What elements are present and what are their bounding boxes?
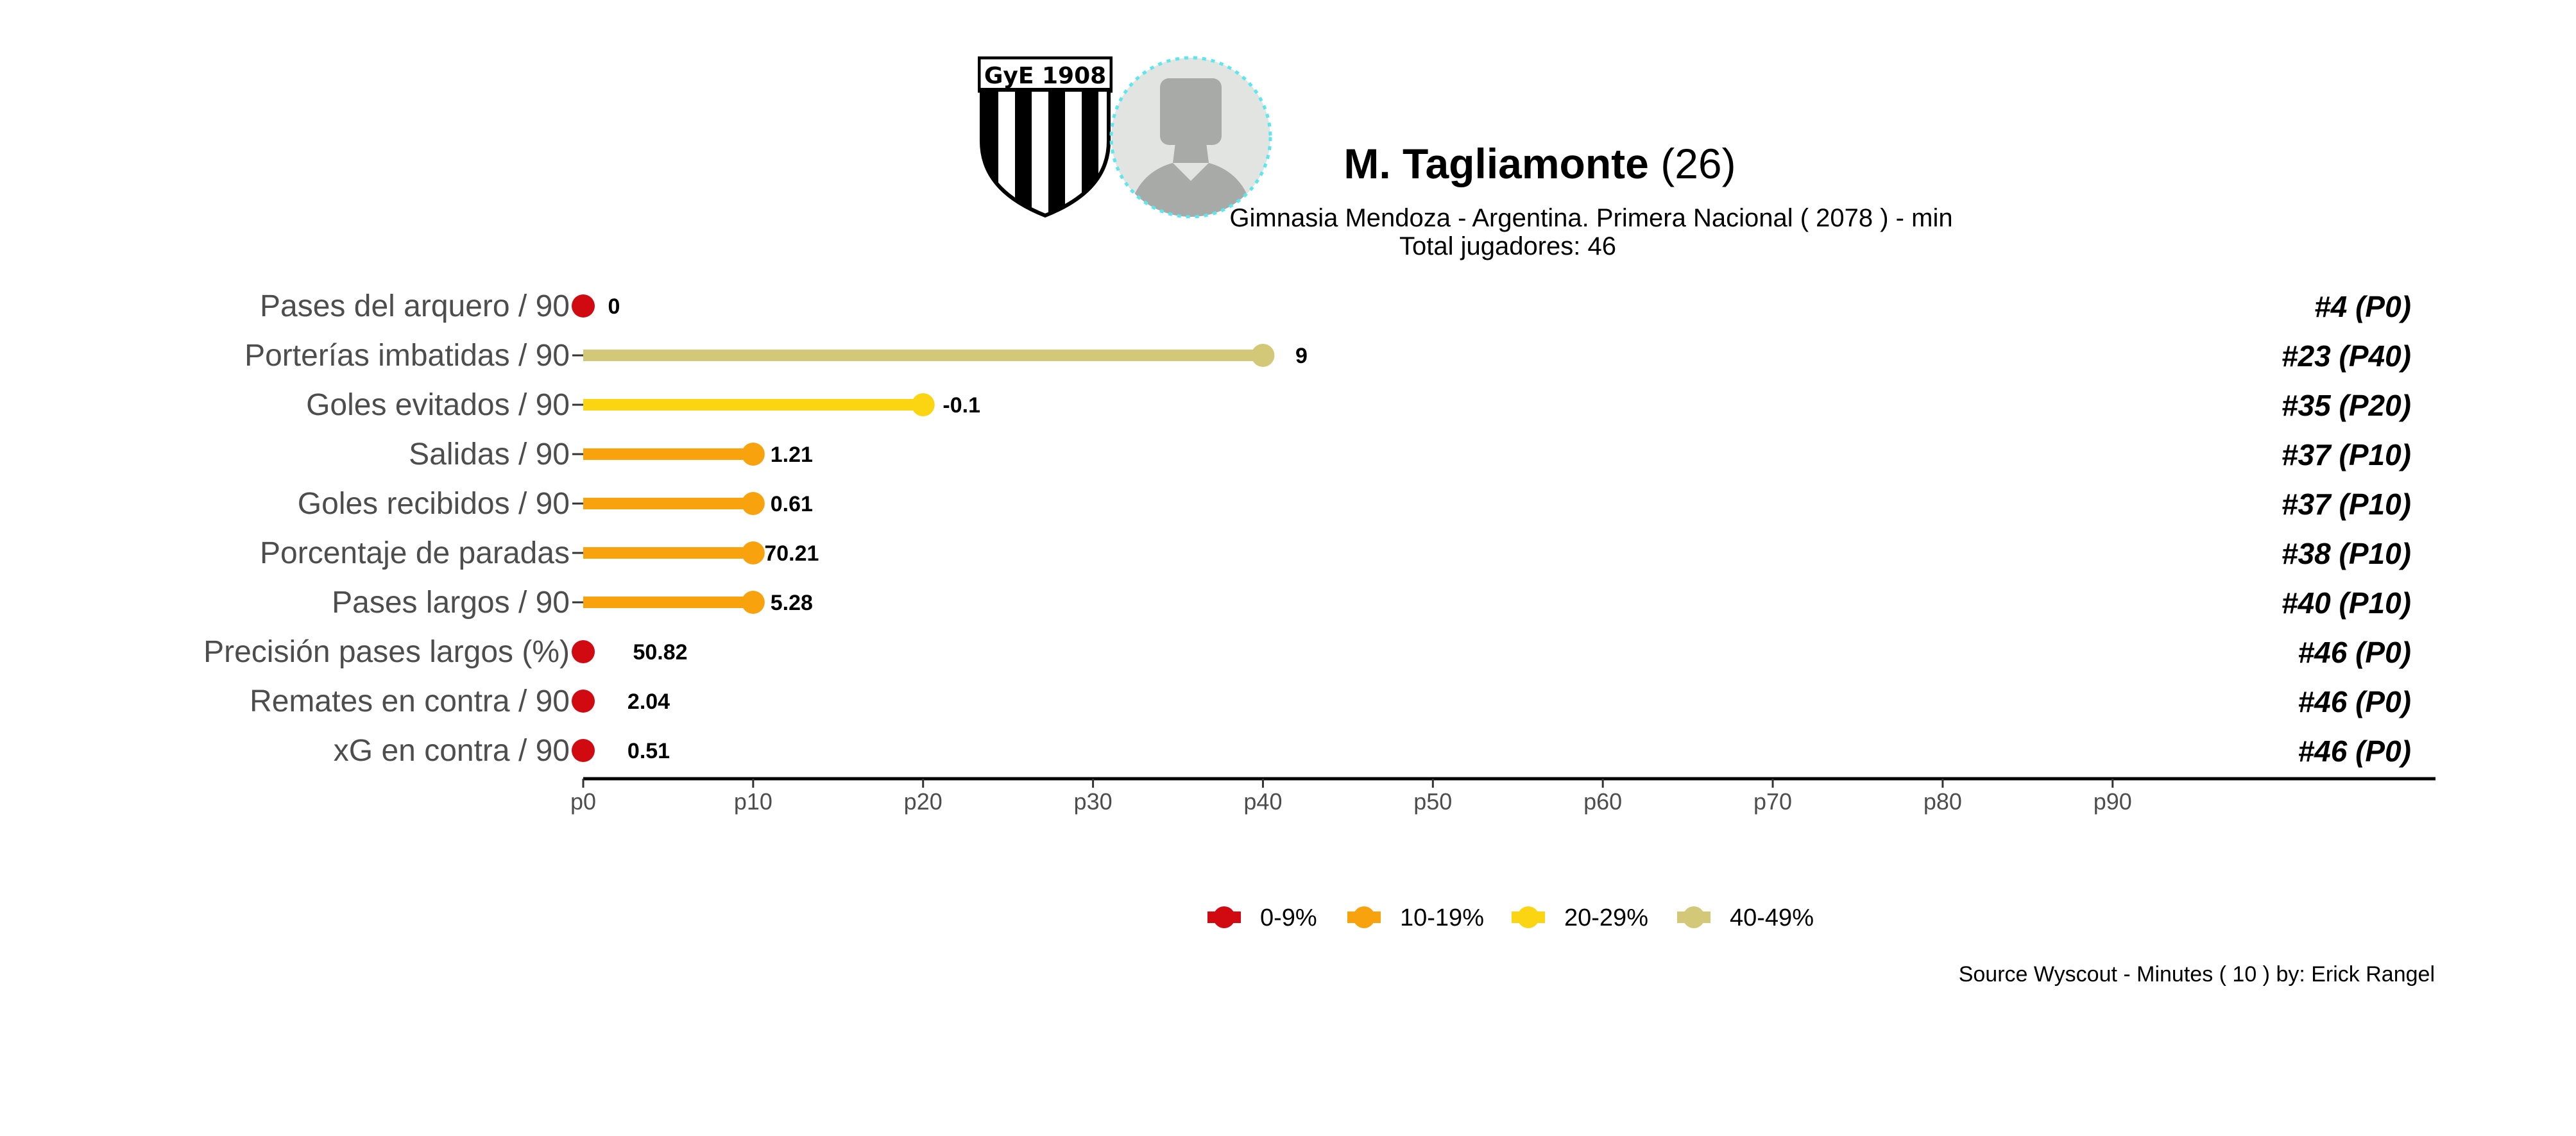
metric-row: xG en contra / 90 0.51 #46 (P0) <box>334 734 2411 768</box>
metric-row: Porterías imbatidas / 90 9 #23 (P40) <box>244 339 2411 373</box>
x-tick-label: p80 <box>1923 788 1962 815</box>
legend-item: 0-9% <box>1207 904 1317 931</box>
metric-point <box>741 541 765 564</box>
legend-label: 10-19% <box>1400 904 1484 931</box>
x-tick-label: p60 <box>1583 788 1622 815</box>
metric-rank: #35 (P20) <box>2282 389 2411 422</box>
legend-item: 10-19% <box>1347 904 1484 931</box>
metric-value: -0.1 <box>943 393 980 418</box>
metric-value: 9 <box>1295 344 1308 368</box>
metric-label: xG en contra / 90 <box>334 734 570 768</box>
metric-row: Pases del arquero / 90 0 #4 (P0) <box>260 289 2411 323</box>
metric-value: 0 <box>608 294 620 319</box>
legend-key-point <box>1683 906 1705 928</box>
metric-label: Goles evitados / 90 <box>306 388 570 422</box>
metric-point <box>741 443 765 466</box>
total-players: Total jugadores: 46 <box>1399 232 1616 260</box>
metric-rank: #40 (P10) <box>2282 586 2411 620</box>
x-axis: p0 p10 p20 p30 p40 p50 p60 p70 p80 p90 <box>570 777 2435 815</box>
legend-key-point <box>1353 906 1375 928</box>
player-name: M. Tagliamonte <box>1343 140 1649 187</box>
legend-item: 20-29% <box>1512 904 1648 931</box>
metric-value: 1.21 <box>771 443 813 467</box>
metric-value: 0.61 <box>771 492 813 516</box>
metric-point <box>741 492 765 515</box>
club-crest-icon: GyE 1908 <box>978 56 1113 218</box>
metric-point <box>741 591 765 614</box>
metric-rank: #37 (P10) <box>2282 487 2411 521</box>
player-avatar-icon <box>1109 56 1272 219</box>
metric-label: Goles recibidos / 90 <box>298 487 570 521</box>
metric-row: Pases largos / 90 5.28 #40 (P10) <box>332 586 2411 620</box>
metric-row: Porcentaje de paradas 70.21 #38 (P10) <box>260 536 2411 570</box>
metric-row: Remates en contra / 90 2.04 #46 (P0) <box>250 684 2411 718</box>
metric-label: Porterías imbatidas / 90 <box>244 339 570 373</box>
legend-label: 40-49% <box>1730 904 1814 931</box>
metric-point <box>911 393 935 416</box>
metric-rank: #37 (P10) <box>2282 438 2411 471</box>
metric-label: Remates en contra / 90 <box>250 684 570 718</box>
metric-rank: #46 (P0) <box>2298 636 2411 669</box>
metric-label: Pases del arquero / 90 <box>260 289 570 323</box>
metric-row: Salidas / 90 1.21 #37 (P10) <box>409 437 2411 471</box>
legend-label: 0-9% <box>1260 904 1317 931</box>
metric-label: Porcentaje de paradas <box>260 536 570 570</box>
metric-value: 5.28 <box>771 591 813 615</box>
legend-key-point <box>1213 906 1235 928</box>
metric-point <box>572 294 595 318</box>
x-tick-label: p90 <box>2094 788 2132 815</box>
legend-key-point <box>1517 906 1539 928</box>
chart-rows: Pases del arquero / 90 0 #4 (P0) Porterías … <box>203 289 2411 768</box>
x-tick-label: p20 <box>904 788 943 815</box>
metric-rank: #46 (P0) <box>2298 685 2411 718</box>
crest-text: GyE 1908 <box>984 63 1106 89</box>
metric-value: 0.51 <box>627 739 670 763</box>
metric-label: Salidas / 90 <box>409 437 570 471</box>
x-tick-label: p30 <box>1074 788 1113 815</box>
chart-subtitle: Gimnasia Mendoza - Argentina. Primera Na… <box>1229 204 1953 232</box>
metric-point <box>572 640 595 663</box>
metric-point <box>1251 344 1275 367</box>
metric-label: Pases largos / 90 <box>332 586 570 620</box>
x-tick-label: p10 <box>734 788 772 815</box>
x-tick-label: p50 <box>1413 788 1452 815</box>
title-block: M. Tagliamonte (26) <box>1116 142 1963 185</box>
x-tick-label: p70 <box>1753 788 1792 815</box>
x-tick-label: p40 <box>1243 788 1282 815</box>
metric-row: Goles recibidos / 90 0.61 #37 (P10) <box>298 487 2411 521</box>
metric-row: Goles evitados / 90 -0.1 #35 (P20) <box>306 388 2411 422</box>
source-caption: Source Wyscout - Minutes ( 10 ) by: Eric… <box>1958 962 2435 987</box>
metric-rank: #46 (P0) <box>2298 734 2411 768</box>
metric-point <box>572 739 595 762</box>
x-tick-label: p0 <box>570 788 596 815</box>
legend-item: 40-49% <box>1677 904 1814 931</box>
metric-value: 2.04 <box>627 690 670 714</box>
metric-label: Precisión pases largos (%) <box>203 635 570 669</box>
metric-row: Precisión pases largos (%) 50.82 #46 (P0) <box>203 635 2411 669</box>
metric-point <box>572 690 595 713</box>
metric-rank: #23 (P40) <box>2282 339 2411 373</box>
chart-title: M. Tagliamonte (26) <box>1116 142 1963 185</box>
metric-rank: #4 (P0) <box>2314 290 2411 323</box>
metric-rank: #38 (P10) <box>2282 537 2411 570</box>
metric-value: 50.82 <box>633 640 687 665</box>
legend-label: 20-29% <box>1564 904 1648 931</box>
legend: 0-9% 10-19% 20-29% 40-49% <box>1207 904 1814 931</box>
player-age: (26) <box>1660 140 1736 187</box>
metric-value: 70.21 <box>764 541 819 566</box>
